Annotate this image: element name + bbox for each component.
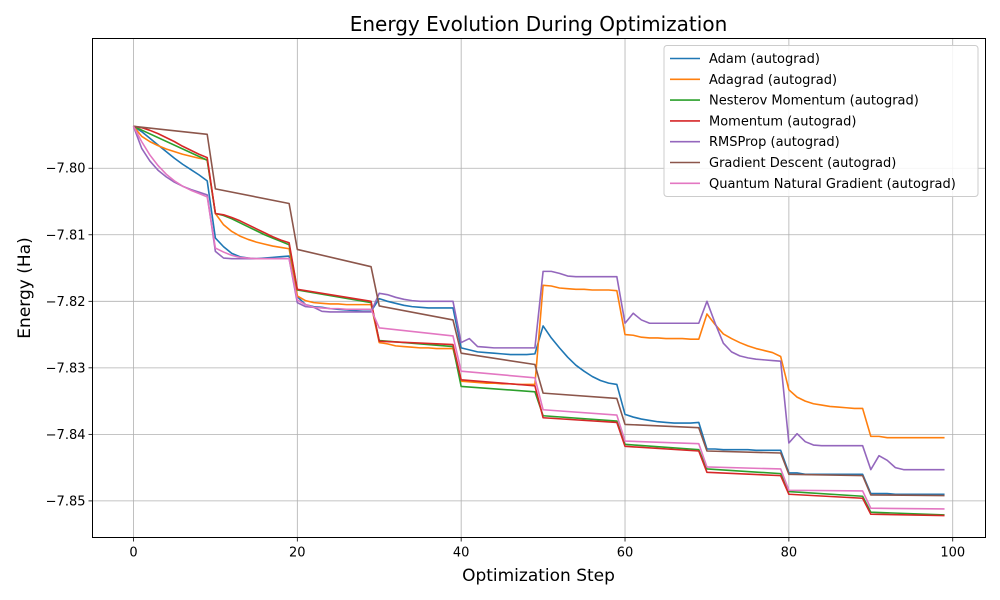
y-tick-label: −7.80: [46, 162, 86, 177]
legend-label-3: Momentum (autograd): [709, 114, 856, 129]
x-tick-label: 0: [129, 546, 137, 561]
legend-label-1: Adagrad (autograd): [709, 73, 837, 88]
x-tick-label: 100: [940, 546, 965, 561]
plot-frame: [92, 38, 986, 538]
axis-ticks: 0 20 40 60 80 100 −7.85 −7.84 −7.83 −7.82 −7.81 −7.…: [46, 162, 965, 561]
x-tick-label: 40: [453, 546, 470, 561]
legend-label-2: Nesterov Momentum (autograd): [709, 94, 919, 109]
y-tick-label: −7.81: [46, 228, 86, 243]
legend-label-6: Quantum Natural Gradient (autograd): [709, 177, 956, 192]
y-tick-label: −7.84: [46, 428, 86, 443]
series-line-6: [132, 125, 945, 510]
legend: Adam (autograd) Adagrad (autograd) Nestero…: [663, 45, 979, 197]
y-axis-title: Energy (Ha): [15, 237, 35, 338]
legend-label-4: RMSProp (autograd): [709, 135, 840, 150]
y-tick-label: −7.82: [46, 295, 86, 310]
series-line-5: [133, 125, 945, 497]
y-tick-label: −7.83: [46, 361, 86, 376]
legend-label-5: Gradient Descent (autograd): [709, 156, 896, 171]
x-tick-label: 20: [289, 546, 306, 561]
x-tick-label: 80: [781, 546, 798, 561]
chart-title: Energy Evolution During Optimization: [350, 12, 728, 36]
x-axis-title: Optimization Step: [462, 566, 615, 586]
x-tick-label: 60: [617, 546, 634, 561]
legend-label-0: Adam (autograd): [709, 52, 820, 67]
y-tick-label: −7.85: [46, 494, 86, 509]
series-lines: [132, 125, 945, 517]
series-line-3: [133, 125, 945, 517]
series-line-1: [132, 125, 945, 439]
legend-box: [663, 45, 979, 197]
